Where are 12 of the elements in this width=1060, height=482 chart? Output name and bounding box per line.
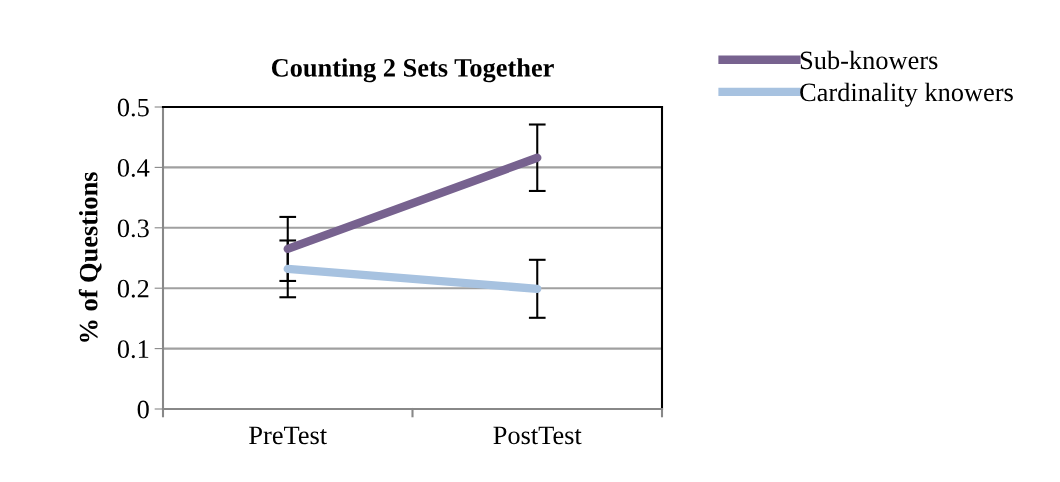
legend-label: Cardinality knowers	[800, 82, 1013, 107]
y-tick-label: 0	[137, 400, 149, 419]
legend-label: Sub-knowers	[800, 50, 938, 70]
y-tick-label: 0.2	[117, 279, 149, 298]
y-axis-title: % of Questions	[78, 172, 102, 342]
x-tick-label: PreTest	[249, 426, 327, 445]
y-tick-label: 0.1	[117, 340, 149, 359]
y-tick-label: 0.4	[117, 159, 150, 177]
chart-title: Counting 2 Sets Together	[271, 58, 554, 83]
y-tick-label: 0.5	[117, 98, 149, 117]
y-tick-label: 0.3	[117, 219, 149, 238]
x-tick-label: PostTest	[493, 426, 582, 445]
